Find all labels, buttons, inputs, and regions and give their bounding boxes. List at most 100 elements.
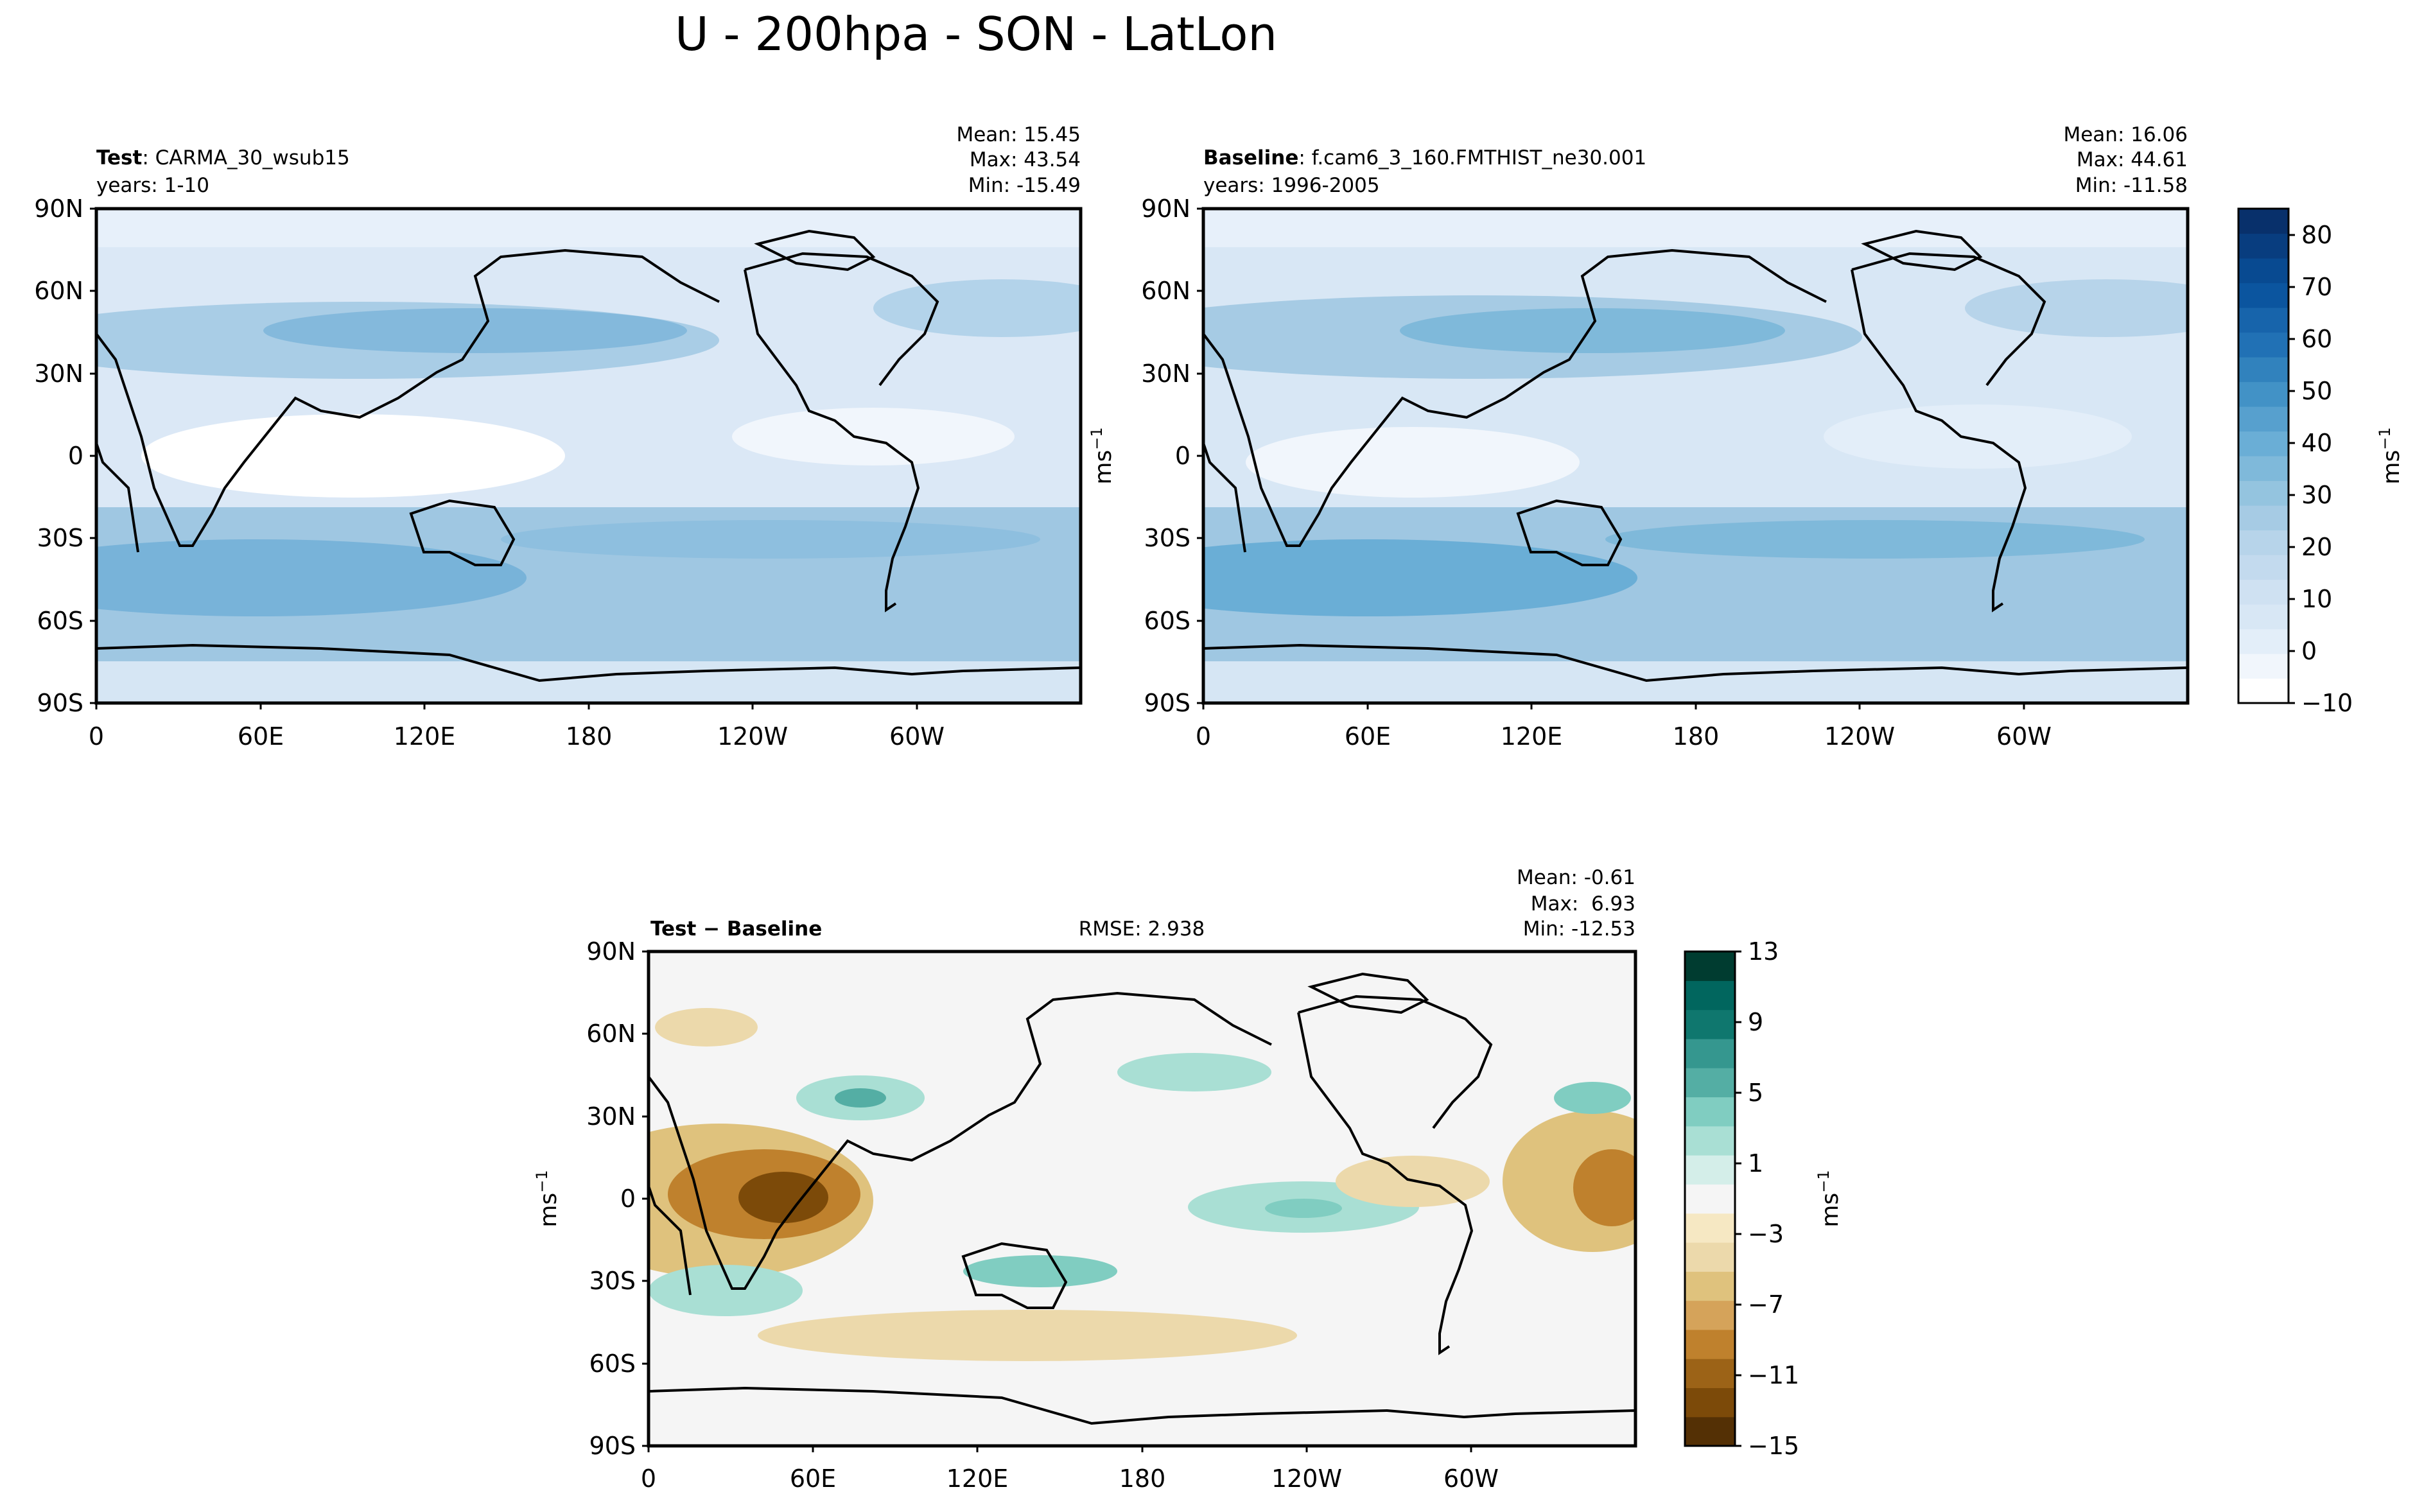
difference-xtick-180: 180 — [1119, 1464, 1166, 1493]
colorbar-top-tick-50: 50 — [2301, 377, 2332, 405]
difference-map — [649, 952, 1635, 1446]
difference-coast-africa-eurasia — [649, 991, 1272, 1296]
colorbar-bottom-cell — [1685, 1009, 1735, 1039]
test-ytick-60n: 60N — [34, 277, 83, 305]
difference-field-sh-neg-band — [758, 1310, 1297, 1361]
test-stat-mean: Mean: 15.45 — [956, 123, 1081, 146]
baseline-ytick-0: 0 — [1175, 442, 1190, 470]
colorbar-top-cell — [2238, 629, 2289, 654]
baseline-xtick-0: 0 — [1196, 722, 1211, 751]
baseline-field-pacific-low — [1824, 404, 2132, 469]
colorbar-bottom-label: ms−1 — [1815, 1170, 1844, 1227]
baseline-ytick-30s: 30S — [1144, 524, 1190, 552]
colorbar-top-cell — [2238, 505, 2289, 531]
figure-title: U - 200hpa - SON - LatLon — [675, 7, 1277, 61]
difference-coast-antarctica — [649, 1386, 1635, 1425]
test-xtick-0: 0 — [89, 722, 104, 751]
baseline-coast-antarctica — [1203, 643, 2188, 682]
colorbar-bottom-cell — [1685, 1097, 1735, 1127]
difference-label: Test − Baseline — [650, 917, 822, 941]
colorbar-top-cell — [2238, 654, 2289, 679]
colorbar-bottom-cells — [1685, 952, 1735, 1447]
colorbar-bottom-cell — [1685, 980, 1735, 1011]
difference-field-atlantic-pos — [1554, 1082, 1631, 1114]
colorbar-bottom-ticks: 13 9 5 1 −3 −7 −11 −15 — [1735, 937, 1799, 1460]
test-ylabel: ms−1 — [1088, 427, 1117, 484]
difference-coast-australia — [961, 1242, 1068, 1309]
difference-field-africa-neg-min — [738, 1172, 828, 1223]
difference-xtick-0: 0 — [641, 1464, 656, 1493]
colorbar-bottom-cell — [1685, 1329, 1735, 1359]
baseline-label-case: : f.cam6_3_160.FMTHIST_ne30.001 — [1298, 146, 1646, 169]
baseline-xtick-60e: 60E — [1345, 722, 1391, 751]
colorbar-bottom: 13 9 5 1 −3 −7 −11 −15 ms−1 — [1684, 937, 1844, 1460]
difference-xtick-60w: 60W — [1443, 1464, 1499, 1493]
test-field-polar-s — [96, 661, 1081, 703]
colorbar-top-frame — [2237, 207, 2290, 704]
colorbar-bottom-cell — [1685, 1155, 1735, 1185]
colorbar-bottom-tick-1: 1 — [1748, 1149, 1763, 1177]
baseline-map — [1203, 209, 2188, 703]
test-panel: Test: CARMA_30_wsub15 years: 1-10 Mean: … — [34, 123, 1117, 751]
colorbar-top-cell — [2238, 282, 2289, 308]
test-field-atlantic-jet — [873, 279, 1081, 337]
test-coast-australia — [409, 499, 516, 566]
difference-ytick-30n: 30N — [586, 1102, 636, 1131]
test-label-case: : CARMA_30_wsub15 — [142, 146, 349, 169]
colorbar-bottom-cell — [1685, 1300, 1735, 1330]
colorbar-bottom-cell — [1685, 1184, 1735, 1214]
baseline-years: years: 1996-2005 — [1203, 174, 1380, 197]
test-y-axis: 90N 60N 30N 0 30S 60S 90S — [34, 195, 96, 717]
baseline-field-atlantic-jet — [1965, 279, 2188, 337]
difference-xtick-120w: 120W — [1271, 1464, 1342, 1493]
difference-field-sh-pos-2 — [963, 1255, 1117, 1287]
colorbar-top-tick-0: 0 — [2301, 637, 2317, 665]
difference-field-atlantic-neg-core — [1573, 1149, 1635, 1226]
colorbar-top-cell — [2238, 258, 2289, 284]
test-field-sh-jet-core-2 — [501, 520, 1040, 559]
baseline-x-axis: 0 60E 120E 180 120W 60W — [1196, 703, 2052, 751]
colorbar-top-tick-60: 60 — [2301, 325, 2332, 353]
baseline-ytick-30n: 30N — [1141, 360, 1190, 388]
colorbar-bottom-tick-minus15: −15 — [1748, 1432, 1799, 1460]
test-stat-min: Min: -15.49 — [968, 174, 1081, 197]
colorbar-bottom-cell — [1685, 1068, 1735, 1098]
baseline-ytick-60n: 60N — [1141, 277, 1190, 305]
colorbar-top-tick-80: 80 — [2301, 221, 2332, 249]
colorbar-top-cell — [2238, 579, 2289, 605]
test-xtick-120w: 120W — [717, 722, 788, 751]
difference-ytick-60n: 60N — [586, 1020, 636, 1048]
baseline-panel: Baseline: f.cam6_3_160.FMTHIST_ne30.001 … — [1141, 123, 2190, 751]
baseline-xtick-120w: 120W — [1824, 722, 1895, 751]
baseline-coast-africa-eurasia — [1203, 248, 1827, 553]
baseline-label: Baseline: f.cam6_3_160.FMTHIST_ne30.001 — [1203, 146, 1646, 169]
baseline-stat-min: Min: -11.58 — [2075, 174, 2188, 197]
baseline-field-sh-jet-core — [1203, 539, 1637, 616]
test-x-axis: 0 60E 120E 180 120W 60W — [89, 703, 945, 751]
test-field-sh-jet-core — [96, 539, 527, 616]
colorbar-bottom-cell — [1685, 1271, 1735, 1301]
baseline-label-bold: Baseline — [1203, 146, 1298, 169]
colorbar-bottom-cell — [1685, 1125, 1735, 1156]
colorbar-top-cell — [2238, 530, 2289, 555]
baseline-xtick-60w: 60W — [1996, 722, 2052, 751]
colorbar-top-tick-minus10: −10 — [2301, 689, 2353, 717]
test-label-bold: Test — [96, 146, 143, 169]
test-label: Test: CARMA_30_wsub15 — [96, 146, 350, 169]
colorbar-top-cell — [2238, 555, 2289, 580]
difference-ytick-0: 0 — [620, 1185, 636, 1213]
difference-field-nh-neg-1 — [655, 1008, 758, 1047]
test-stat-max: Max: 43.54 — [970, 148, 1081, 171]
colorbar-bottom-cell — [1685, 1416, 1735, 1447]
colorbar-bottom-cell — [1685, 1038, 1735, 1068]
baseline-stat-mean: Mean: 16.06 — [2063, 123, 2188, 146]
test-ytick-90n: 90N — [34, 195, 83, 223]
test-field-africa-low — [141, 414, 565, 498]
colorbar-bottom-tick-13: 13 — [1748, 937, 1779, 966]
colorbar-bottom-tick-5: 5 — [1748, 1079, 1763, 1107]
test-years: years: 1-10 — [96, 174, 209, 197]
difference-coast-americas — [1297, 995, 1493, 1355]
colorbar-top-cells — [2238, 209, 2289, 704]
baseline-field-sh-jet-core-2 — [1605, 520, 2145, 559]
colorbar-top: 80 70 60 50 40 30 20 10 0 −10 ms−1 — [2237, 207, 2405, 717]
